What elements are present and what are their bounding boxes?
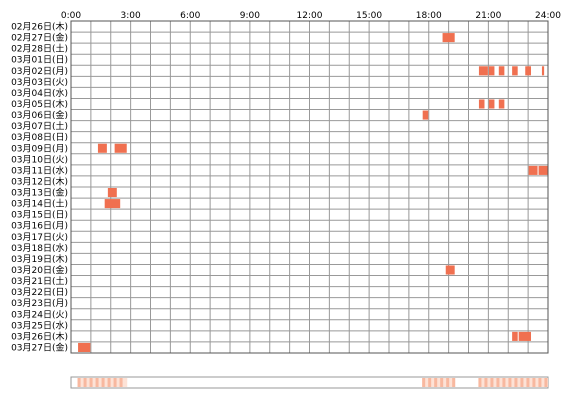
row-label: 03月17日(火) [11, 232, 68, 243]
summary-band-tick [532, 378, 536, 387]
row-label: 03月03日(火) [11, 77, 68, 88]
activity-block [107, 188, 117, 198]
summary-band-tick [77, 378, 81, 387]
x-tick-label: 24:00 [535, 11, 561, 21]
summary-band-tick [89, 378, 93, 387]
activity-block [541, 66, 545, 76]
x-tick-label: 21:00 [475, 11, 501, 21]
row-label: 02月26日(木) [11, 21, 68, 33]
row-label: 03月15日(日) [11, 210, 68, 221]
summary-band-tick [508, 378, 512, 387]
summary-band [70, 376, 549, 389]
row-label: 03月07日(土) [11, 120, 68, 132]
summary-band-tick [83, 378, 87, 387]
activity-block [442, 33, 455, 43]
row-label: 03月11日(水) [11, 164, 68, 176]
row-label: 03月21日(土) [11, 275, 68, 287]
x-tick-label: 15:00 [356, 11, 382, 21]
activity-block [114, 143, 127, 153]
activity-block [445, 265, 455, 275]
activity-block [528, 165, 538, 175]
summary-band-tick [478, 378, 482, 387]
row-label: 03月13日(金) [11, 187, 68, 199]
summary-band-tick [496, 378, 500, 387]
summary-band-tick [440, 378, 444, 387]
row-label: 02月28日(土) [11, 43, 68, 55]
row-label: 03月01日(日) [11, 55, 68, 66]
summary-band-tick [520, 378, 524, 387]
activity-block [518, 331, 532, 341]
plot-border [70, 20, 549, 354]
x-tick-label: 18:00 [416, 11, 442, 21]
activity-block [422, 110, 429, 120]
activity-block [512, 331, 518, 341]
activity-block [525, 66, 532, 76]
row-label: 03月10日(火) [11, 154, 68, 165]
row-label: 03月27日(金) [11, 341, 68, 353]
summary-band-tick [119, 378, 123, 387]
summary-band-tick [446, 378, 450, 387]
activity-block [78, 342, 91, 352]
row-label: 03月09日(月) [11, 143, 68, 154]
summary-band-tick [101, 378, 105, 387]
row-label: 03月16日(月) [11, 221, 68, 232]
x-tick-label: 12:00 [297, 11, 323, 21]
row-label: 03月05日(木) [11, 98, 68, 110]
activity-block [478, 66, 488, 76]
summary-band-tick [95, 378, 99, 387]
row-label: 03月12日(木) [11, 175, 68, 187]
row-label: 02月27日(金) [11, 32, 68, 44]
activity-block [488, 66, 495, 76]
row-label: 03月06日(金) [11, 109, 68, 121]
activity-block [498, 99, 505, 109]
activity-block [97, 143, 107, 153]
summary-band-segment [478, 378, 548, 387]
activity-block [488, 99, 495, 109]
summary-band-tick [544, 378, 548, 387]
activity-block [104, 199, 121, 209]
row-label: 03月04日(水) [11, 87, 68, 99]
summary-band-tick [538, 378, 542, 387]
x-tick-label: 3:00 [121, 11, 141, 21]
summary-band-tick [107, 378, 111, 387]
row-label: 03月23日(月) [11, 298, 68, 309]
summary-band-segment [422, 378, 456, 387]
activity-block [538, 165, 548, 175]
row-label: 03月22日(日) [11, 287, 68, 298]
x-tick-label: 9:00 [240, 11, 260, 21]
row-label: 03月08日(日) [11, 132, 68, 143]
row-label: 03月18日(水) [11, 242, 68, 254]
activity-block [512, 66, 518, 76]
x-tick-label: 6:00 [180, 11, 200, 21]
summary-band-tick [428, 378, 432, 387]
summary-band-tick [490, 378, 494, 387]
summary-band-tick [422, 378, 426, 387]
summary-band-tick [502, 378, 506, 387]
row-label: 03月24日(火) [11, 309, 68, 320]
activity-block [498, 66, 505, 76]
row-label: 03月14日(土) [11, 198, 68, 210]
row-label: 03月25日(水) [11, 319, 68, 331]
row-label: 03月26日(木) [11, 330, 68, 342]
summary-band-tick [484, 378, 488, 387]
row-label: 03月02日(月) [11, 66, 68, 77]
summary-band-tick [526, 378, 530, 387]
summary-band-tick [113, 378, 117, 387]
row-label: 03月20日(金) [11, 264, 68, 276]
x-tick-label: 0:00 [61, 11, 81, 21]
summary-band-tick [514, 378, 518, 387]
activity-block [478, 99, 485, 109]
summary-band-tick [452, 378, 456, 387]
summary-band-tick [434, 378, 438, 387]
row-label: 03月19日(木) [11, 253, 68, 265]
